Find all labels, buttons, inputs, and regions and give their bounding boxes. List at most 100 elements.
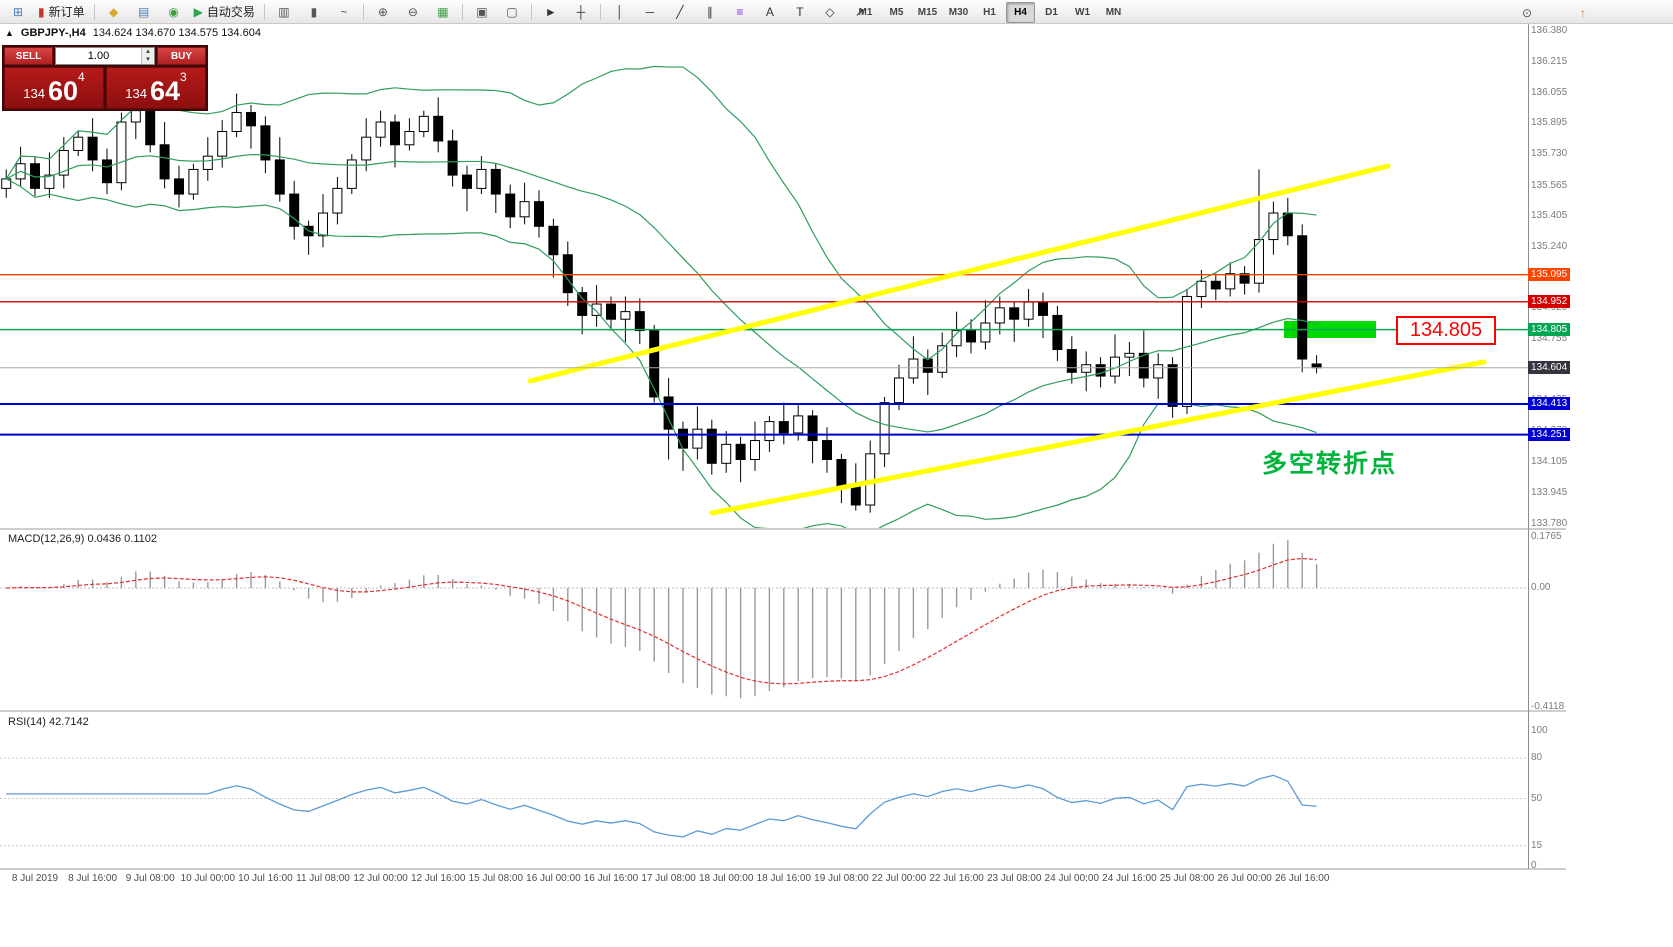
rsi-axis-label: 100 (1531, 725, 1548, 736)
label-icon: T (796, 4, 804, 19)
navigator-icon: ◉ (168, 4, 179, 19)
time-axis-label: 10 Jul 16:00 (238, 873, 293, 884)
time-axis-label: 15 Jul 08:00 (468, 873, 524, 884)
rsi-label: RSI(14) 42.7142 (8, 716, 89, 728)
time-axis-label: 18 Jul 00:00 (698, 873, 754, 884)
price-gridline-label: 133.945 (1531, 486, 1568, 498)
time-axis-label: 26 Jul 16:00 (1274, 873, 1330, 884)
trendline-icon: ╱ (676, 4, 684, 19)
tile-windows-button[interactable]: ▣ (468, 1, 496, 23)
rsi-axis-label: 80 (1531, 752, 1543, 763)
sell-button[interactable]: SELL (4, 47, 53, 65)
toolbar-items: ⊞ ▮ 新订单 ◆ ▤ ◉ ▶ 自动交易 ▥ ▮ ~ ⊕ ⊖ ▦ ▣ ▢ ► ┼ │ ─ ╱ ∥ ≡ A T ◇ ↗ (3, 1, 875, 23)
price-gridline-label: 135.405 (1531, 209, 1568, 221)
macd-axis-label: -0.4118 (1531, 701, 1565, 712)
timeframe-w1-button[interactable]: W1 (1075, 7, 1090, 18)
price-gridline-label: 135.565 (1531, 179, 1568, 191)
macd-signal-line (6, 557, 1317, 685)
sell-price-big: 60 (47, 76, 79, 106)
profiles-button[interactable]: ◆ (100, 1, 128, 23)
macd-histogram (19, 540, 1318, 699)
one-click-panel-toggle-icon[interactable]: ▲ (5, 28, 14, 38)
quick-nav-icon: ↑ (1580, 6, 1586, 20)
buy-price-prefix: 134 (125, 86, 147, 102)
toolbar-divider (263, 3, 265, 20)
shapes-button[interactable]: ◇ (816, 1, 844, 23)
price-gridline-label: 136.055 (1531, 86, 1568, 98)
time-axis-label: 11 Jul 08:00 (296, 873, 350, 884)
crosshair-button[interactable]: ┼ (567, 1, 595, 23)
cascade-windows-icon: ▢ (506, 4, 518, 19)
sell-price-sup: 4 (78, 70, 85, 84)
timeframe-m1-button[interactable]: M1 (858, 7, 873, 18)
time-axis-label: 10 Jul 00:00 (180, 873, 236, 884)
buy-price-button[interactable]: 134 64 3 (106, 67, 206, 109)
main-chart[interactable] (0, 24, 1566, 870)
vertical-line-button[interactable]: │ (606, 1, 634, 23)
fibonacci-button[interactable]: ≡ (726, 1, 754, 23)
cursor-button[interactable]: ► (537, 1, 565, 23)
bar-chart-button[interactable]: ▥ (270, 1, 298, 23)
level-price-chip: 134.952 (1528, 295, 1571, 309)
cascade-windows-button[interactable]: ▢ (498, 1, 526, 23)
time-axis-label: 8 Jul 2019 (11, 873, 59, 884)
timeframe-h1-button[interactable]: H1 (983, 7, 996, 18)
rsi-axis-label: 0 (1531, 860, 1537, 871)
quick-nav-button[interactable]: ↑ (1569, 2, 1597, 24)
line-chart-button[interactable]: ~ (330, 1, 358, 23)
time-axis-label: 17 Jul 08:00 (641, 873, 696, 884)
symbol-search-button[interactable]: ⊙ (1513, 2, 1541, 24)
arrows-icon: ↗ (854, 4, 865, 19)
market-watch-button[interactable]: ▤ (130, 1, 158, 23)
timeframe-m30-button[interactable]: M30 (948, 7, 969, 18)
text-button[interactable]: A (756, 1, 784, 23)
trendline-button[interactable]: ╱ (666, 1, 694, 23)
timeframe-mn-button[interactable]: MN (1105, 7, 1122, 18)
text-icon: A (765, 4, 774, 19)
crosshair-icon: ┼ (576, 4, 586, 19)
timeframe-m15-button[interactable]: M15 (917, 7, 938, 18)
price-callout-134805[interactable]: 134.805 (1396, 316, 1496, 345)
lower-channel-trendline[interactable] (709, 359, 1487, 516)
level-price-chip: 135.095 (1528, 268, 1571, 282)
navigator-button[interactable]: ◉ (160, 1, 188, 23)
new-chart-button[interactable]: ⊞ (4, 1, 32, 23)
timeframe-d1-button[interactable]: D1 (1045, 7, 1058, 18)
current-price-chip: 134.604 (1528, 361, 1571, 375)
timeframe-h4-button[interactable]: H4 (1006, 2, 1035, 23)
zoom-in-icon: ⊕ (377, 4, 388, 19)
autotrading-button-label: 自动交易 (206, 5, 255, 19)
lot-input[interactable] (56, 48, 141, 64)
vertical-line-icon: │ (616, 4, 624, 19)
time-axis-label: 24 Jul 16:00 (1102, 873, 1157, 884)
rsi-line (6, 774, 1317, 838)
buy-button[interactable]: BUY (157, 47, 206, 65)
macd-axis-label: 0.1765 (1531, 530, 1562, 542)
bar-chart-icon: ▥ (278, 4, 290, 19)
zoom-in-button[interactable]: ⊕ (369, 1, 397, 23)
autotrading-button[interactable]: ▶ 自动交易 (190, 1, 259, 23)
rsi-axis-label: 50 (1531, 792, 1543, 804)
channel-button[interactable]: ∥ (696, 1, 724, 23)
lot-decrease-button[interactable]: ▾ (142, 56, 154, 64)
upper-channel-trendline[interactable] (527, 163, 1391, 384)
level-price-chip: 134.251 (1528, 428, 1571, 442)
candlestick-chart-button[interactable]: ▮ (300, 1, 328, 23)
label-button[interactable]: T (786, 1, 814, 23)
new-order-button[interactable]: ▮ 新订单 (34, 1, 89, 23)
toolbar-divider (599, 3, 601, 20)
horizontal-line-button[interactable]: ─ (636, 1, 664, 23)
arrows-button[interactable]: ↗ (846, 1, 874, 23)
sell-price-prefix: 134 (23, 86, 45, 102)
price-gridline-label: 135.895 (1531, 116, 1568, 128)
price-gridline-label: 136.215 (1531, 56, 1568, 68)
timeframe-m5-button[interactable]: M5 (889, 7, 904, 18)
autotrading-icon: ▶ (193, 4, 203, 19)
zoom-out-button[interactable]: ⊖ (399, 1, 427, 23)
macd-label: MACD(12,26,9) 0.0436 0.1102 (8, 533, 157, 545)
time-axis-label: 16 Jul 00:00 (526, 873, 581, 884)
grid-button[interactable]: ▦ (429, 1, 457, 23)
time-axis-label: 19 Jul 08:00 (814, 873, 869, 884)
sell-price-button[interactable]: 134 60 4 (4, 67, 104, 109)
lot-increase-button[interactable]: ▴ (142, 48, 154, 56)
